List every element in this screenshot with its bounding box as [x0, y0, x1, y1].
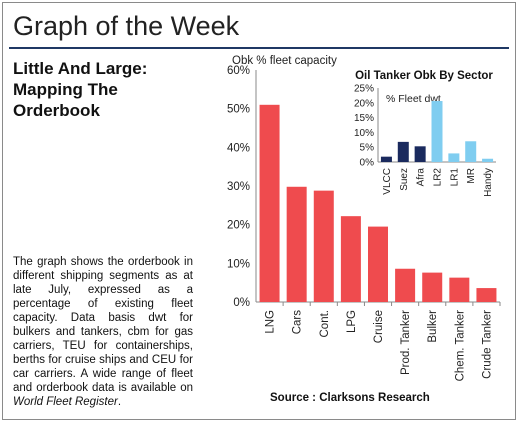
inset-background	[346, 66, 502, 202]
main-y-tick-label: 20%	[227, 220, 250, 232]
title-divider	[9, 47, 509, 49]
main-bar-cruise	[368, 226, 388, 302]
article-body-text: The graph shows the orderbook in differe…	[13, 256, 193, 394]
article-heading: Little And Large: Mapping The Orderbook	[13, 59, 148, 120]
main-bar-prod-tanker	[395, 268, 416, 302]
main-x-tick-label: LNG	[265, 310, 277, 334]
inset-x-tick-label: LR1	[449, 168, 460, 187]
inset-x-tick-label: Afra	[416, 168, 427, 187]
main-y-tick-label: 0%	[233, 297, 250, 309]
inset-bar-suez	[397, 141, 409, 162]
inset-y-tick-label: 5%	[360, 143, 375, 154]
inset-bar-lr2	[431, 101, 443, 162]
inset-y-tick-label: 25%	[354, 84, 374, 95]
page-title: Graph of the Week	[13, 11, 240, 41]
main-x-tick-label: Prod. Tanker	[400, 310, 412, 375]
article-body-end: .	[117, 396, 122, 408]
inset-bar-handy	[482, 158, 494, 162]
inset-x-tick-label: LR2	[433, 168, 444, 187]
main-bar-cont-	[313, 190, 334, 302]
main-y-tick-label: 50%	[227, 104, 250, 116]
inset-y-tick-label: 10%	[354, 128, 374, 139]
main-x-tick-label: Chem. Tanker	[454, 310, 466, 382]
inset-x-tick-label: Handy	[483, 168, 494, 197]
main-y-tick-label: 60%	[227, 65, 250, 77]
main-x-tick-label: Cont.	[319, 310, 331, 338]
main-y-axis-label: Obk % fleet capacity	[232, 55, 337, 67]
inset-x-tick-label: VLCC	[382, 168, 393, 195]
inset-bar-lr1	[448, 153, 460, 162]
main-x-tick-label: Bulker	[427, 310, 439, 343]
main-x-tick-label: Cruise	[373, 310, 385, 343]
inset-x-tick-label: Suez	[399, 168, 410, 191]
inset-bar-afra	[414, 146, 426, 162]
main-x-tick-label: LPG	[346, 310, 358, 333]
article-body: The graph shows the orderbook in differe…	[13, 255, 193, 409]
inset-bar-mr	[465, 141, 477, 162]
main-x-tick-label: Cars	[292, 310, 304, 335]
main-bar-bulker	[422, 272, 443, 302]
main-bar-cars	[286, 186, 307, 302]
main-bar-lng	[259, 104, 280, 302]
main-y-tick-label: 40%	[227, 142, 250, 154]
inset-y-tick-label: 20%	[354, 98, 374, 109]
source-note: Source : Clarksons Research	[270, 392, 430, 404]
main-bar-chem-tanker	[449, 277, 470, 302]
inset-bar-vlcc	[380, 156, 392, 162]
inset-y-axis-label: % Fleet dwt	[386, 93, 441, 105]
inset-title: Oil Tanker Obk By Sector	[355, 70, 493, 82]
inset-y-tick-label: 0%	[360, 158, 375, 169]
main-x-tick-label: Crude Tanker	[481, 310, 493, 379]
inset-y-tick-label: 15%	[354, 113, 374, 124]
main-bar-crude-tanker	[476, 288, 497, 302]
main-y-tick-label: 10%	[227, 258, 250, 270]
world-fleet-register-link[interactable]: World Fleet Register	[13, 396, 118, 408]
main-y-tick-label: 30%	[227, 181, 250, 193]
inset-x-tick-label: MR	[466, 168, 477, 184]
report-frame: Graph of the Week Little And Large: Mapp…	[2, 2, 516, 420]
main-bar-lpg	[340, 216, 361, 302]
